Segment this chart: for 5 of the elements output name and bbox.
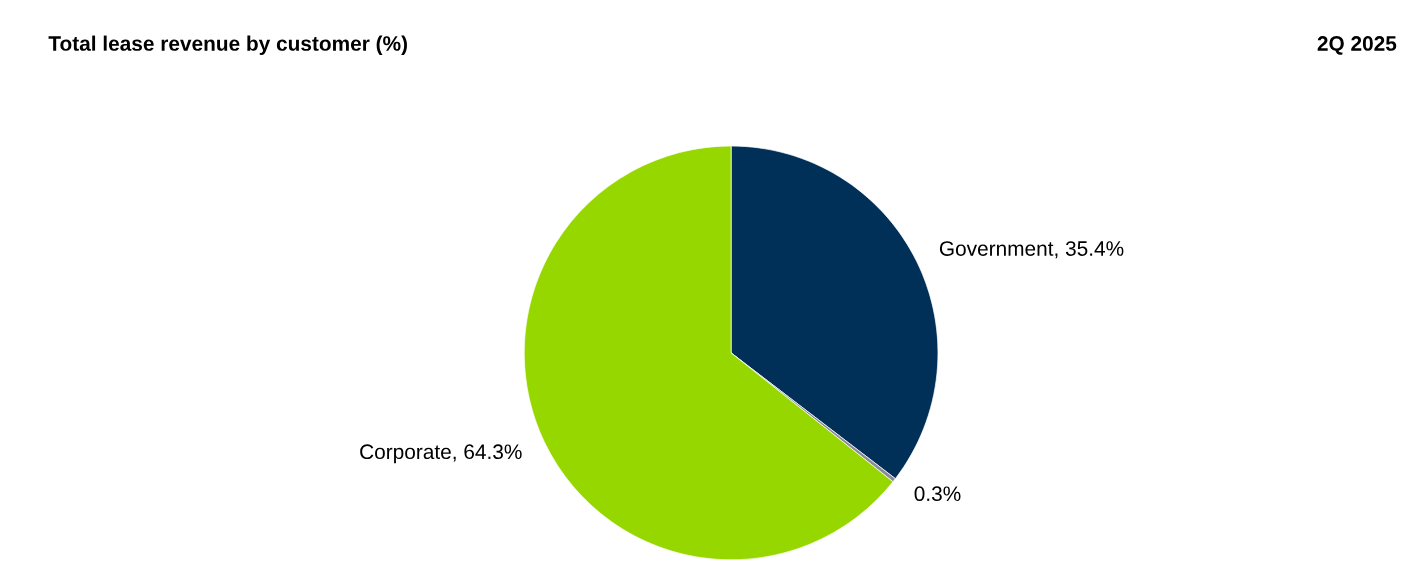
text: 2Q 2025 [1317, 36, 1397, 55]
data-label: 0.3% [914, 486, 961, 502]
chart-title: Total lease revenue by customer (%) [48, 35, 407, 55]
slice-label: Corporate, 64.3% [360, 444, 522, 464]
slice-label: Government, 35.4% [939, 241, 1124, 259]
